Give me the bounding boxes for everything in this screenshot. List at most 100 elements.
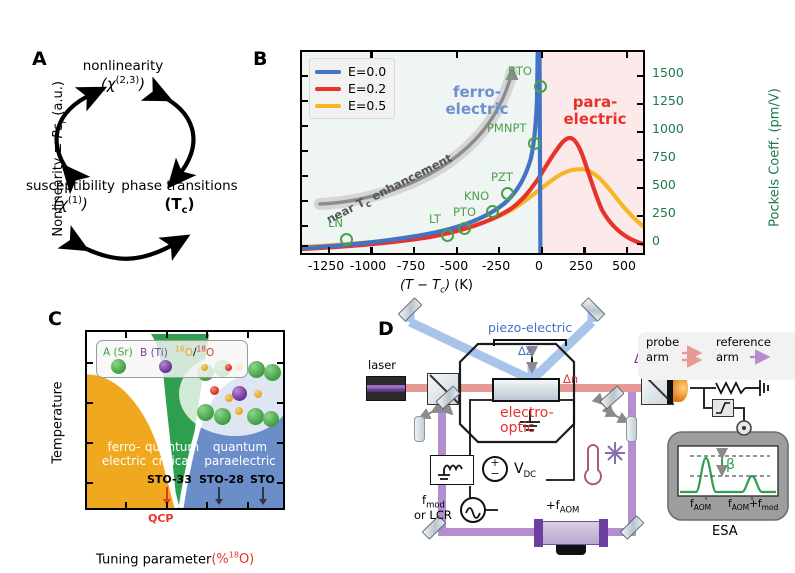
panel-c-ytick-r-4 bbox=[277, 482, 283, 485]
ytick-left-3 bbox=[302, 150, 308, 153]
panel-b-ylabel-right: Pockels Coeff. (pm/V) bbox=[767, 88, 783, 227]
legend-item-e02: E=0.2 bbox=[315, 80, 386, 97]
panel-b-legend: E=0.0 E=0.2 E=0.5 bbox=[309, 58, 396, 119]
panel-c-label: C bbox=[48, 308, 62, 330]
legend-item-e05: E=0.5 bbox=[315, 97, 386, 114]
lens-probe-in bbox=[414, 416, 425, 442]
marker-label-PMNPT: PMNPT bbox=[487, 121, 527, 135]
inset-ball-a-site bbox=[111, 359, 126, 374]
panel-c-ytick-3 bbox=[87, 442, 93, 445]
fmod-label: fmod bbox=[422, 493, 445, 511]
xtick-500 bbox=[626, 247, 629, 253]
node-phase-transitions: phase transitions (Tc) bbox=[112, 178, 247, 217]
xtick-250 bbox=[583, 247, 586, 253]
atom-a-site bbox=[247, 408, 264, 425]
marker-LT bbox=[441, 229, 454, 242]
inset-label-o16: 16O bbox=[175, 344, 193, 359]
ytick-right-750 bbox=[637, 159, 643, 162]
electro-optic-label: electro-optic bbox=[500, 405, 554, 437]
panel-c-xlabel: Tuning parameter(%18O) bbox=[96, 551, 255, 568]
legend-swatch-e0 bbox=[315, 69, 341, 74]
ytick-label-750: 750 bbox=[652, 149, 676, 164]
xtick-top--1000 bbox=[370, 52, 373, 58]
panel-a-cycle-diagram: nonlinearity (χ(2,3)) susceptibility (χ(… bbox=[0, 30, 245, 280]
vdc-plus-minus: + − bbox=[490, 456, 500, 480]
xtick--500 bbox=[455, 247, 458, 253]
xtick-top-500 bbox=[626, 52, 629, 58]
legend-item-e0: E=0.0 bbox=[315, 63, 386, 80]
panel-b-xlabel: (T − Tc) (K) bbox=[400, 278, 473, 296]
ytick-right-500 bbox=[637, 187, 643, 190]
marker-label-sto-28: STO-28 bbox=[199, 473, 244, 486]
piezo-electric-label: piezo-electric bbox=[488, 320, 573, 335]
inset-label-slash: / bbox=[192, 346, 197, 359]
marker-label-sto: STO bbox=[250, 473, 275, 486]
ytick-label-1000: 1000 bbox=[652, 121, 684, 136]
xtick--1250 bbox=[327, 247, 330, 253]
region-label-quantum-critical: quantum critical bbox=[144, 440, 200, 469]
panel-a-arrows bbox=[54, 76, 197, 261]
ytick-right-1000 bbox=[637, 131, 643, 134]
panel-c-ytick-r-1 bbox=[277, 362, 283, 365]
esa-xaxis-label-2: fAOM+fmod bbox=[728, 498, 779, 513]
marker-label-BTO: BTO bbox=[508, 64, 532, 78]
electro-optic-sample bbox=[492, 378, 560, 402]
ytick-left-1 bbox=[302, 100, 308, 103]
ytick-label-1500: 1500 bbox=[652, 65, 684, 80]
ytick-label-0: 0 bbox=[652, 233, 660, 248]
marker-KNO bbox=[486, 205, 499, 218]
marker-arrow-sto bbox=[262, 487, 264, 501]
xtick--250 bbox=[498, 247, 501, 253]
panel-c-phase-diagram: A (Sr) B (Ti) 16O/18O ferro-electric qua… bbox=[85, 330, 285, 510]
ytick-left-5 bbox=[302, 200, 308, 203]
marker-LN bbox=[340, 233, 353, 246]
marker-BTO bbox=[534, 80, 547, 93]
marker-label-PZT: PZT bbox=[491, 170, 513, 184]
atom-a-site bbox=[263, 411, 279, 427]
atom-a-site bbox=[264, 364, 281, 381]
ytick-right-1250 bbox=[637, 103, 643, 106]
xtick-label-0: 0 bbox=[535, 258, 543, 273]
marker-label-KNO: KNO bbox=[464, 189, 490, 203]
amplifier-icon bbox=[716, 402, 730, 414]
legend-swatch-e02 bbox=[315, 86, 341, 91]
bias-tee-box bbox=[430, 455, 474, 485]
panel-c-ylabel: Temperature bbox=[50, 381, 66, 464]
vdc-label: VDC bbox=[514, 461, 537, 480]
xtick-label-500: 500 bbox=[612, 258, 636, 273]
ferro-electric-region-label: ferro-electric bbox=[445, 83, 509, 118]
xtick-label--250: -250 bbox=[481, 258, 511, 273]
xtick-label--500: -500 bbox=[439, 258, 469, 273]
legend-reference-line2: arm bbox=[716, 350, 739, 364]
legend-label-e02: E=0.2 bbox=[348, 81, 387, 96]
atom-o16 bbox=[254, 390, 262, 398]
aom-end-left bbox=[534, 519, 543, 547]
panel-c-ytick-r-3 bbox=[277, 442, 283, 445]
panel-c-ytick-4 bbox=[87, 482, 93, 485]
photodetector-face bbox=[667, 372, 673, 404]
xtick-top--500 bbox=[455, 52, 458, 58]
node-phase-transitions-title: phase transitions bbox=[121, 178, 238, 194]
marker-arrowhead-sto bbox=[259, 499, 267, 505]
legend-probe-line1: probe bbox=[646, 335, 680, 349]
ytick-left-4 bbox=[302, 175, 308, 178]
ytick-right-0 bbox=[637, 243, 643, 246]
ytick-label-1250: 1250 bbox=[652, 93, 684, 108]
xtick--750 bbox=[413, 247, 416, 253]
marker-arrowhead-sto-28 bbox=[215, 499, 223, 505]
lens-probe-out bbox=[626, 416, 637, 442]
panel-d-legend: probe arm reference arm bbox=[638, 332, 795, 380]
panel-a-label: A bbox=[32, 48, 47, 70]
panel-b-chart: E=0.0 E=0.2 E=0.5 ferro-electric para-el… bbox=[300, 50, 645, 255]
panel-c-xtick-4 bbox=[247, 502, 250, 508]
esa-xaxis-label-1: fAOM bbox=[690, 498, 712, 513]
marker-arrow-sto-33 bbox=[166, 487, 168, 501]
esa-label: ESA bbox=[712, 524, 738, 539]
ytick-label-250: 250 bbox=[652, 205, 676, 220]
legend-probe-line2: arm bbox=[646, 350, 669, 364]
photodetector bbox=[672, 374, 688, 402]
aom-modulator bbox=[538, 521, 604, 545]
legend-reference-line1: reference bbox=[716, 335, 771, 349]
panel-c-ytick-1 bbox=[87, 362, 93, 365]
panel-c-xtick-1 bbox=[125, 502, 128, 508]
